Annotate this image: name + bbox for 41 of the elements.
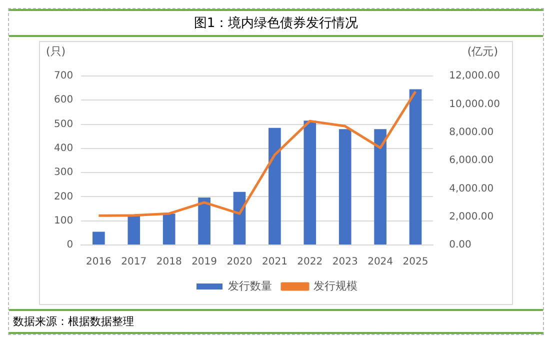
y2-tick-label: 0.00 — [449, 240, 472, 251]
y-tick-label: 600 — [54, 94, 74, 106]
x-tick-label: 2018 — [156, 256, 182, 268]
bar — [304, 120, 316, 244]
source-note: 数据来源：根据数据整理 — [9, 309, 543, 334]
x-tick-label: 2019 — [192, 256, 218, 268]
y2-tick-label: 4,000.00 — [449, 183, 494, 194]
bar — [162, 214, 176, 244]
y-tick-label: 700 — [54, 70, 74, 82]
legend-label: 发行数量 — [228, 279, 272, 292]
y-tick-label: 500 — [54, 118, 74, 130]
x-tick-label: 2020 — [226, 256, 252, 268]
y2-tick-label: 10,000.00 — [449, 98, 500, 110]
x-tick-label: 2021 — [262, 256, 288, 268]
bar — [198, 197, 210, 244]
legend-label: 发行规模 — [314, 279, 358, 292]
y2-tick-label: 2,000.00 — [449, 211, 494, 222]
x-tick-label: 2025 — [402, 256, 428, 268]
y-tick-label: 200 — [54, 191, 74, 202]
y-tick-label: 400 — [54, 143, 74, 154]
y2-tick-label: 6,000.00 — [449, 155, 494, 166]
x-tick-label: 2022 — [297, 256, 323, 268]
bar — [338, 129, 352, 244]
x-tick-label: 2017 — [121, 256, 147, 268]
x-tick-label: 2016 — [86, 256, 112, 268]
bar — [233, 192, 246, 244]
bar — [409, 89, 422, 244]
y-tick-label: 100 — [54, 215, 74, 226]
y2-tick-label: 8,000.00 — [449, 126, 494, 138]
bar — [128, 216, 140, 244]
y-axis-title: (只) — [46, 44, 66, 59]
bar — [92, 232, 105, 244]
bar — [268, 128, 281, 244]
y-tick-label: 300 — [54, 167, 74, 178]
x-tick-label: 2024 — [368, 256, 394, 268]
y2-tick-label: 12,000.00 — [449, 70, 500, 82]
y2-axis-title: (亿元) — [467, 44, 498, 59]
y-tick-label: 0 — [66, 240, 74, 251]
chart-title: 图1：境内绿色债券发行情况 — [9, 9, 543, 37]
bar — [374, 129, 386, 244]
x-tick-label: 2023 — [332, 256, 358, 268]
